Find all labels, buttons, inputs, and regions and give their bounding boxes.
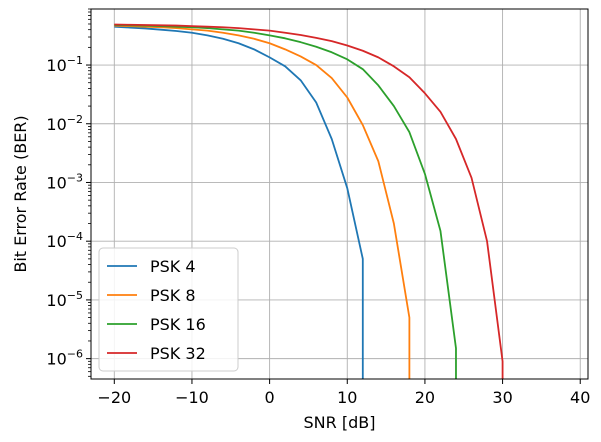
legend: PSK 4 PSK 8 PSK 16 PSK 32 [98,247,239,372]
series-lines [114,23,504,379]
y-axis-label: Bit Error Rate (BER) [11,115,30,272]
y-tick-label: 10−4 [46,230,83,251]
y-tick-label: 10−1 [46,54,83,75]
series-line-psk-8 [114,24,411,379]
x-axis-ticks: −20 −10 0 10 20 30 40 [97,379,590,407]
series-line-psk-32 [114,23,504,379]
legend-label-psk-16: PSK 16 [150,315,206,334]
legend-box [98,247,239,372]
x-tick-label: 20 [415,388,435,407]
y-axis-ticks: 10−6 10−5 10−4 10−3 10−2 10−1 [46,54,91,369]
legend-label-psk-32: PSK 32 [150,344,206,363]
x-tick-label: 0 [265,388,275,407]
series-line-psk-4 [114,25,364,379]
x-tick-label: −20 [97,388,131,407]
y-tick-label: 10−2 [46,113,83,134]
x-axis-label: SNR [dB] [304,413,376,432]
plot-area-frame [90,8,589,380]
y-tick-label: 10−6 [46,348,83,369]
x-tick-label: 40 [570,388,590,407]
x-tick-label: 30 [492,388,512,407]
y-tick-label: 10−5 [46,289,83,310]
series-line-psk-16 [114,24,457,379]
x-tick-label: 10 [337,388,357,407]
x-tick-label: −10 [175,388,209,407]
legend-label-psk-8: PSK 8 [150,286,196,305]
y-tick-label: 10−3 [46,171,83,192]
grid [91,9,588,379]
legend-label-psk-4: PSK 4 [150,257,196,276]
